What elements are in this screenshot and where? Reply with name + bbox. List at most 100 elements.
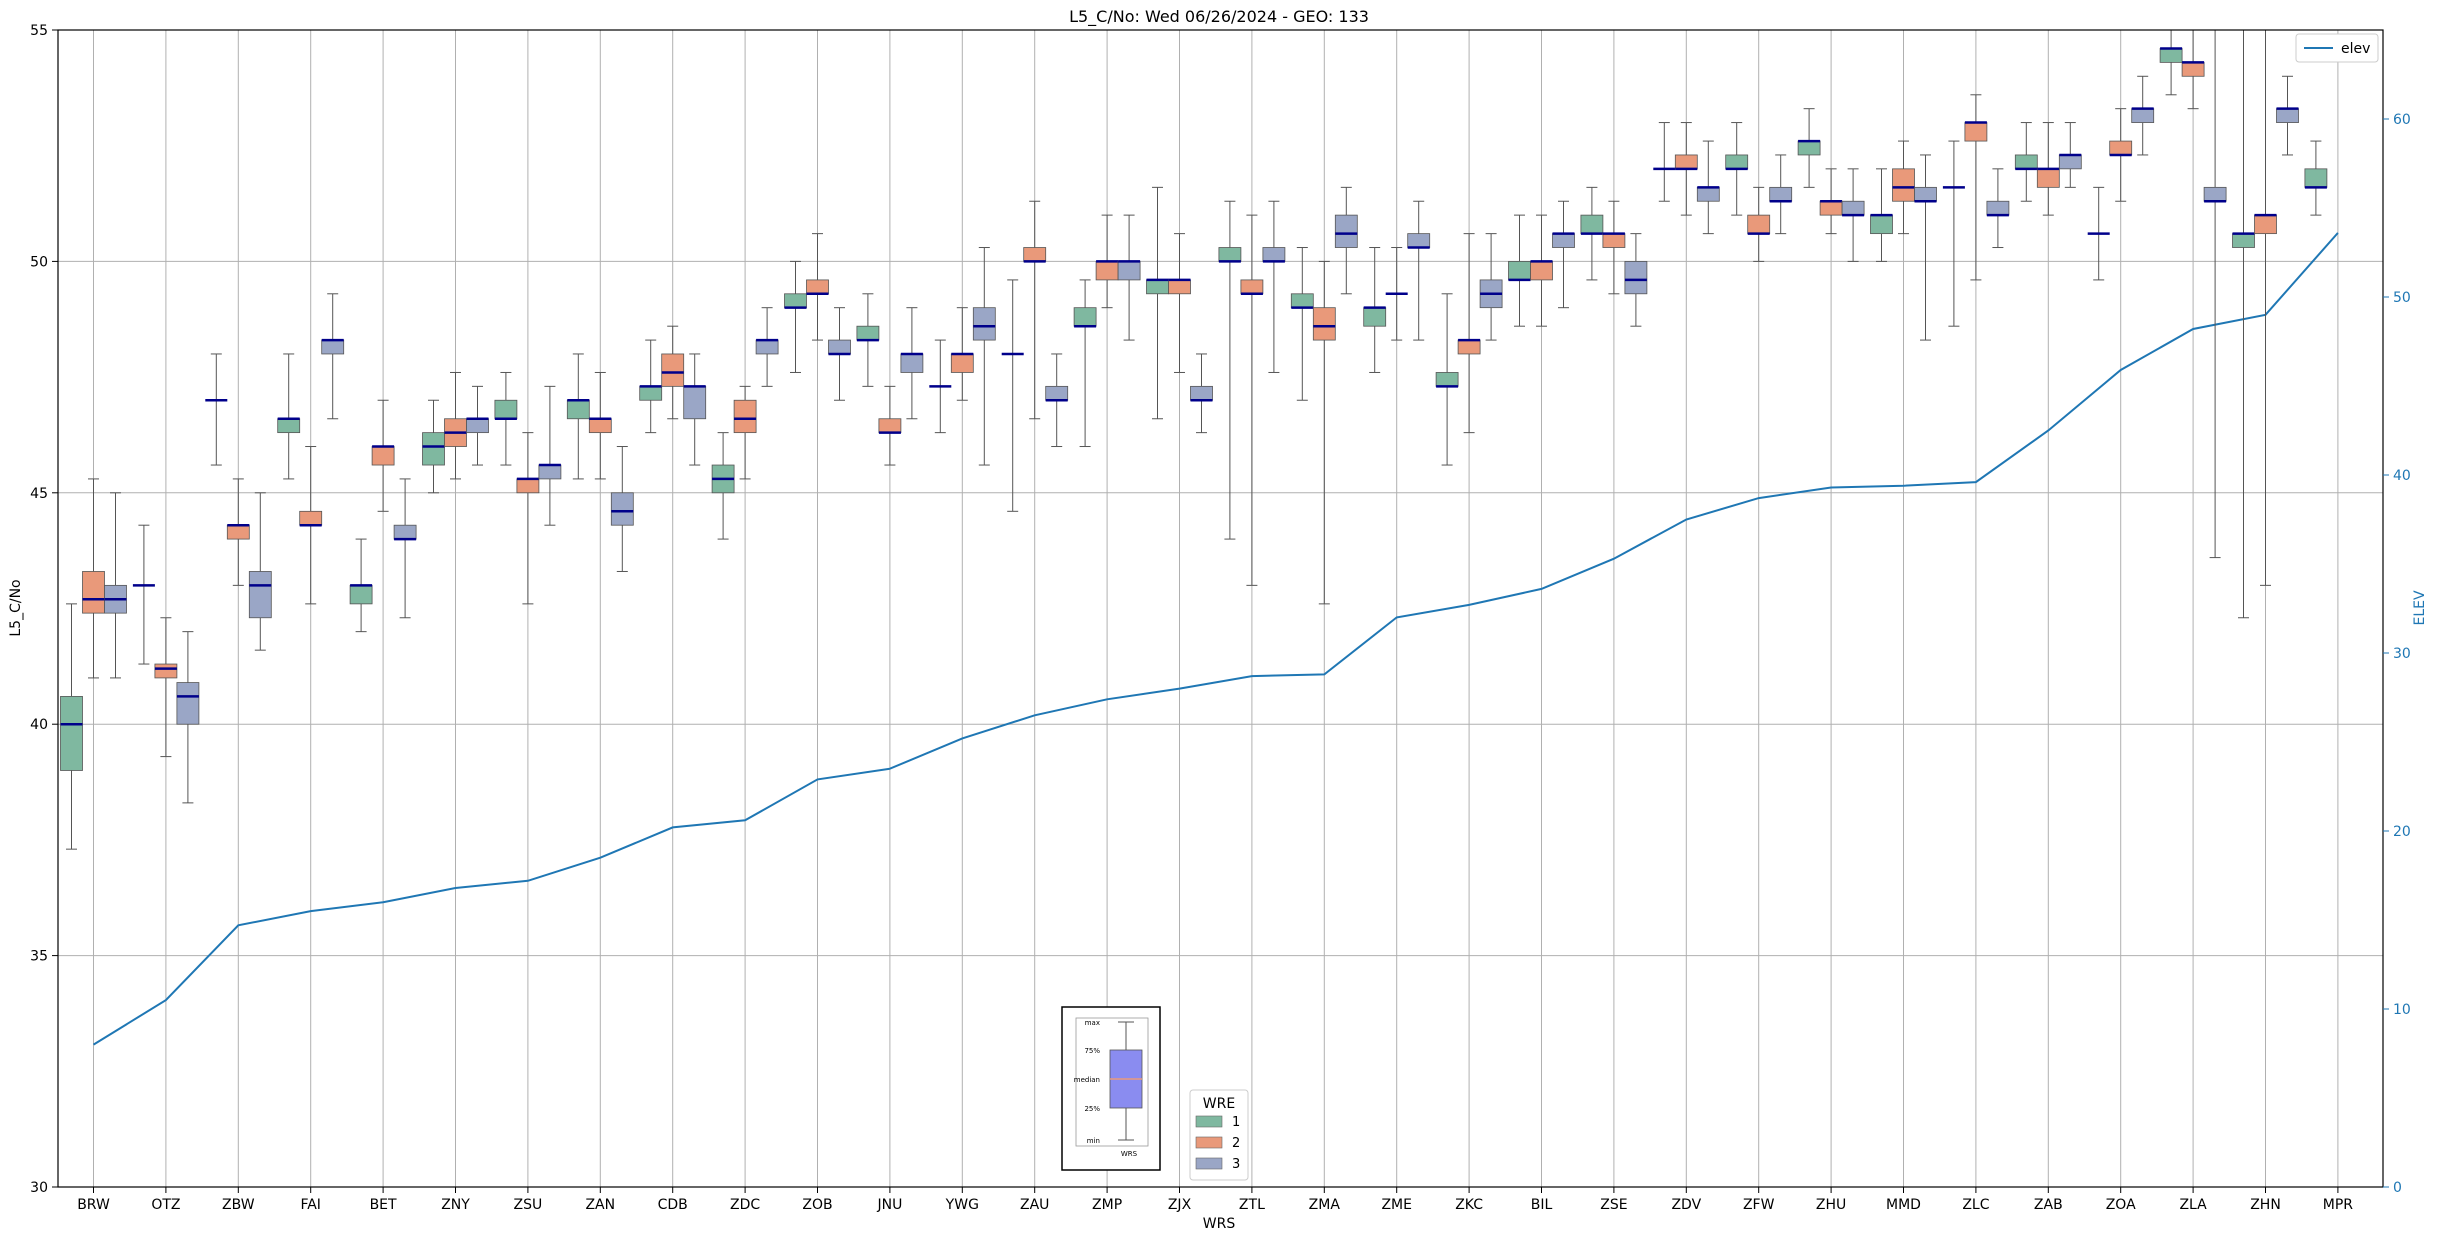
box-plot bbox=[371, 399, 395, 512]
box-iqr bbox=[2254, 214, 2277, 235]
box-iqr bbox=[1407, 233, 1431, 248]
box-iqr bbox=[1696, 186, 1720, 202]
box-plot bbox=[1023, 200, 1047, 420]
y2-axis-label: ELEV bbox=[2412, 590, 2428, 625]
box-plot bbox=[1725, 122, 1749, 216]
box-plot bbox=[1653, 122, 1676, 202]
box-plot bbox=[2109, 108, 2133, 202]
box-iqr bbox=[683, 385, 707, 420]
x-tick-label: ZBW bbox=[222, 1197, 255, 1213]
x-tick-label: ZJX bbox=[1168, 1197, 1192, 1213]
box-plot bbox=[900, 307, 924, 420]
box-plot bbox=[2203, 30, 2227, 559]
box-plot bbox=[226, 478, 250, 586]
x-tick-label: ZDC bbox=[730, 1197, 760, 1213]
box-iqr bbox=[2159, 48, 2183, 63]
x-tick-label: ZSU bbox=[514, 1197, 543, 1213]
wre-legend-swatch bbox=[1195, 1115, 1223, 1128]
y2-tick-label: 40 bbox=[2393, 468, 2411, 484]
box-iqr bbox=[1240, 279, 1264, 295]
x-tick-label: ZOB bbox=[802, 1197, 832, 1213]
x-tick-label: ZLA bbox=[2179, 1197, 2207, 1213]
y2-tick-label: 60 bbox=[2393, 112, 2411, 128]
box-plot bbox=[1218, 200, 1242, 540]
box-plots bbox=[60, 30, 2328, 850]
box-plot bbox=[1914, 154, 1937, 341]
box-plot bbox=[154, 617, 178, 758]
x-tick-label: ZAN bbox=[585, 1197, 615, 1213]
box-iqr bbox=[1769, 186, 1793, 202]
x-tick-label: ZME bbox=[1381, 1197, 1412, 1213]
box-iqr bbox=[1552, 233, 1575, 248]
box-plot bbox=[711, 432, 735, 540]
box-plot bbox=[1841, 168, 1865, 262]
box-plot bbox=[1986, 168, 2010, 249]
box-iqr bbox=[393, 524, 417, 540]
box-plot bbox=[176, 631, 200, 804]
box-plot bbox=[516, 432, 540, 605]
box-plot bbox=[1262, 200, 1286, 373]
x-tick-label: ZTL bbox=[1239, 1197, 1265, 1213]
box-iqr bbox=[950, 353, 974, 373]
box-plot bbox=[588, 371, 612, 480]
box-plot bbox=[1240, 214, 1264, 586]
plot-frame bbox=[57, 29, 2384, 1188]
box-iqr bbox=[1218, 247, 1242, 262]
x-tick-label: MPR bbox=[2323, 1197, 2354, 1213]
x-tick-label: BET bbox=[370, 1197, 397, 1213]
x-axis-label: WRS bbox=[1203, 1216, 1236, 1232]
wre-legend-label: 1 bbox=[1232, 1115, 1240, 1130]
box-plot bbox=[1580, 186, 1604, 281]
line-legend: elev bbox=[2295, 33, 2379, 63]
box-iqr bbox=[2036, 168, 2060, 188]
inset-key-xlabel: WRS bbox=[1121, 1150, 1138, 1158]
wre-legend-label: 3 bbox=[1232, 1157, 1240, 1172]
x-tick-label: MMD bbox=[1886, 1197, 1921, 1213]
x-tick-label: YWG bbox=[945, 1197, 979, 1213]
y2-tick-label: 50 bbox=[2393, 290, 2411, 306]
x-tick-label: ZMP bbox=[1092, 1197, 1122, 1213]
x-tick-label: ZNY bbox=[441, 1197, 470, 1213]
x-tick-label: ZDV bbox=[1671, 1197, 1701, 1213]
box-plot bbox=[1870, 168, 1893, 262]
x-tick-label: ZMA bbox=[1309, 1197, 1341, 1213]
box-plot bbox=[661, 325, 685, 420]
box-plot bbox=[1290, 247, 1314, 401]
box-plot bbox=[494, 371, 518, 466]
wre-legend-swatch bbox=[1195, 1136, 1223, 1149]
box-iqr bbox=[784, 293, 807, 309]
box-iqr bbox=[2181, 61, 2205, 77]
inset-key-label: 75% bbox=[1084, 1047, 1100, 1055]
y-tick-label: 30 bbox=[30, 1180, 48, 1196]
box-plot bbox=[2036, 122, 2060, 216]
wre-legend-label: 2 bbox=[1232, 1136, 1240, 1151]
box-iqr bbox=[248, 571, 272, 619]
box-plot bbox=[1530, 214, 1553, 327]
box-iqr bbox=[1262, 247, 1286, 262]
box-iqr bbox=[2232, 233, 2255, 248]
box-iqr bbox=[610, 492, 634, 526]
box-plot bbox=[755, 307, 779, 387]
box-iqr bbox=[2304, 168, 2328, 188]
box-iqr bbox=[1797, 140, 1821, 156]
box-iqr bbox=[755, 339, 779, 355]
box-plot bbox=[1819, 168, 1843, 235]
box-iqr bbox=[1870, 214, 1893, 235]
box-iqr bbox=[1725, 154, 1749, 170]
x-tick-label: ZKC bbox=[1455, 1197, 1483, 1213]
box-plot bbox=[538, 385, 562, 526]
box-iqr bbox=[806, 279, 829, 295]
box-plot bbox=[639, 339, 663, 434]
inset-key: max 75% median 25% min WRS bbox=[1061, 1006, 1161, 1171]
grid bbox=[58, 30, 2383, 1187]
box-plot bbox=[566, 353, 590, 480]
box-plot bbox=[1435, 293, 1459, 466]
box-iqr bbox=[2203, 186, 2227, 202]
box-plot bbox=[248, 492, 272, 651]
chart-title: L5_C/No: Wed 06/26/2024 - GEO: 133 bbox=[1069, 7, 1369, 27]
box-plot bbox=[2087, 186, 2110, 281]
box-iqr bbox=[516, 478, 540, 494]
box-plot bbox=[2159, 30, 2183, 96]
box-iqr bbox=[321, 339, 345, 355]
box-plot bbox=[1385, 247, 1408, 341]
